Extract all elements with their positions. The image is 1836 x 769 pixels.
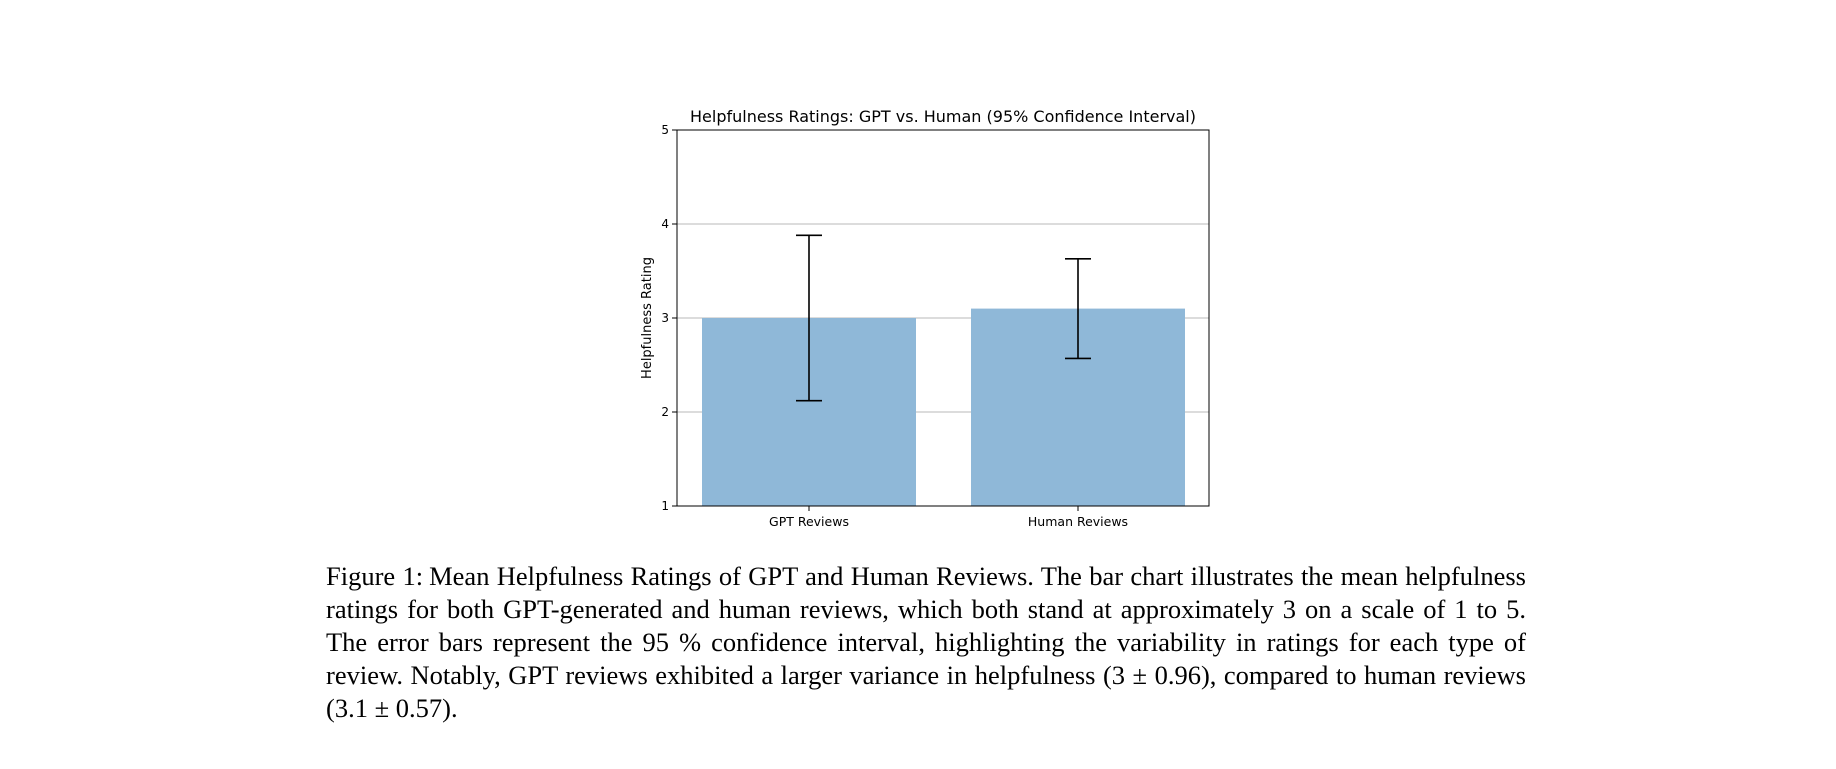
x-tick-label: GPT Reviews <box>769 514 849 529</box>
bars <box>702 308 1185 506</box>
y-tick-label: 2 <box>661 405 669 419</box>
caption-text: Mean Helpfulness Ratings of GPT and Huma… <box>326 561 1526 723</box>
y-tick-label: 3 <box>661 311 669 325</box>
caption-label: Figure 1: <box>326 561 424 591</box>
y-tick-label: 5 <box>661 123 669 137</box>
error-bars <box>796 234 1091 402</box>
chart-title: Helpfulness Ratings: GPT vs. Human (95% … <box>690 107 1196 126</box>
y-tick-label: 1 <box>661 499 669 513</box>
y-axis-label: Helpfulness Rating <box>640 257 655 379</box>
x-tick-label: Human Reviews <box>1028 514 1128 529</box>
figure-caption: Figure 1: Mean Helpfulness Ratings of GPT… <box>326 560 1526 725</box>
axis-ticks: 1 2 3 4 5 GPT Reviews Human Reviews <box>661 123 1128 529</box>
y-tick-label: 4 <box>661 217 669 231</box>
